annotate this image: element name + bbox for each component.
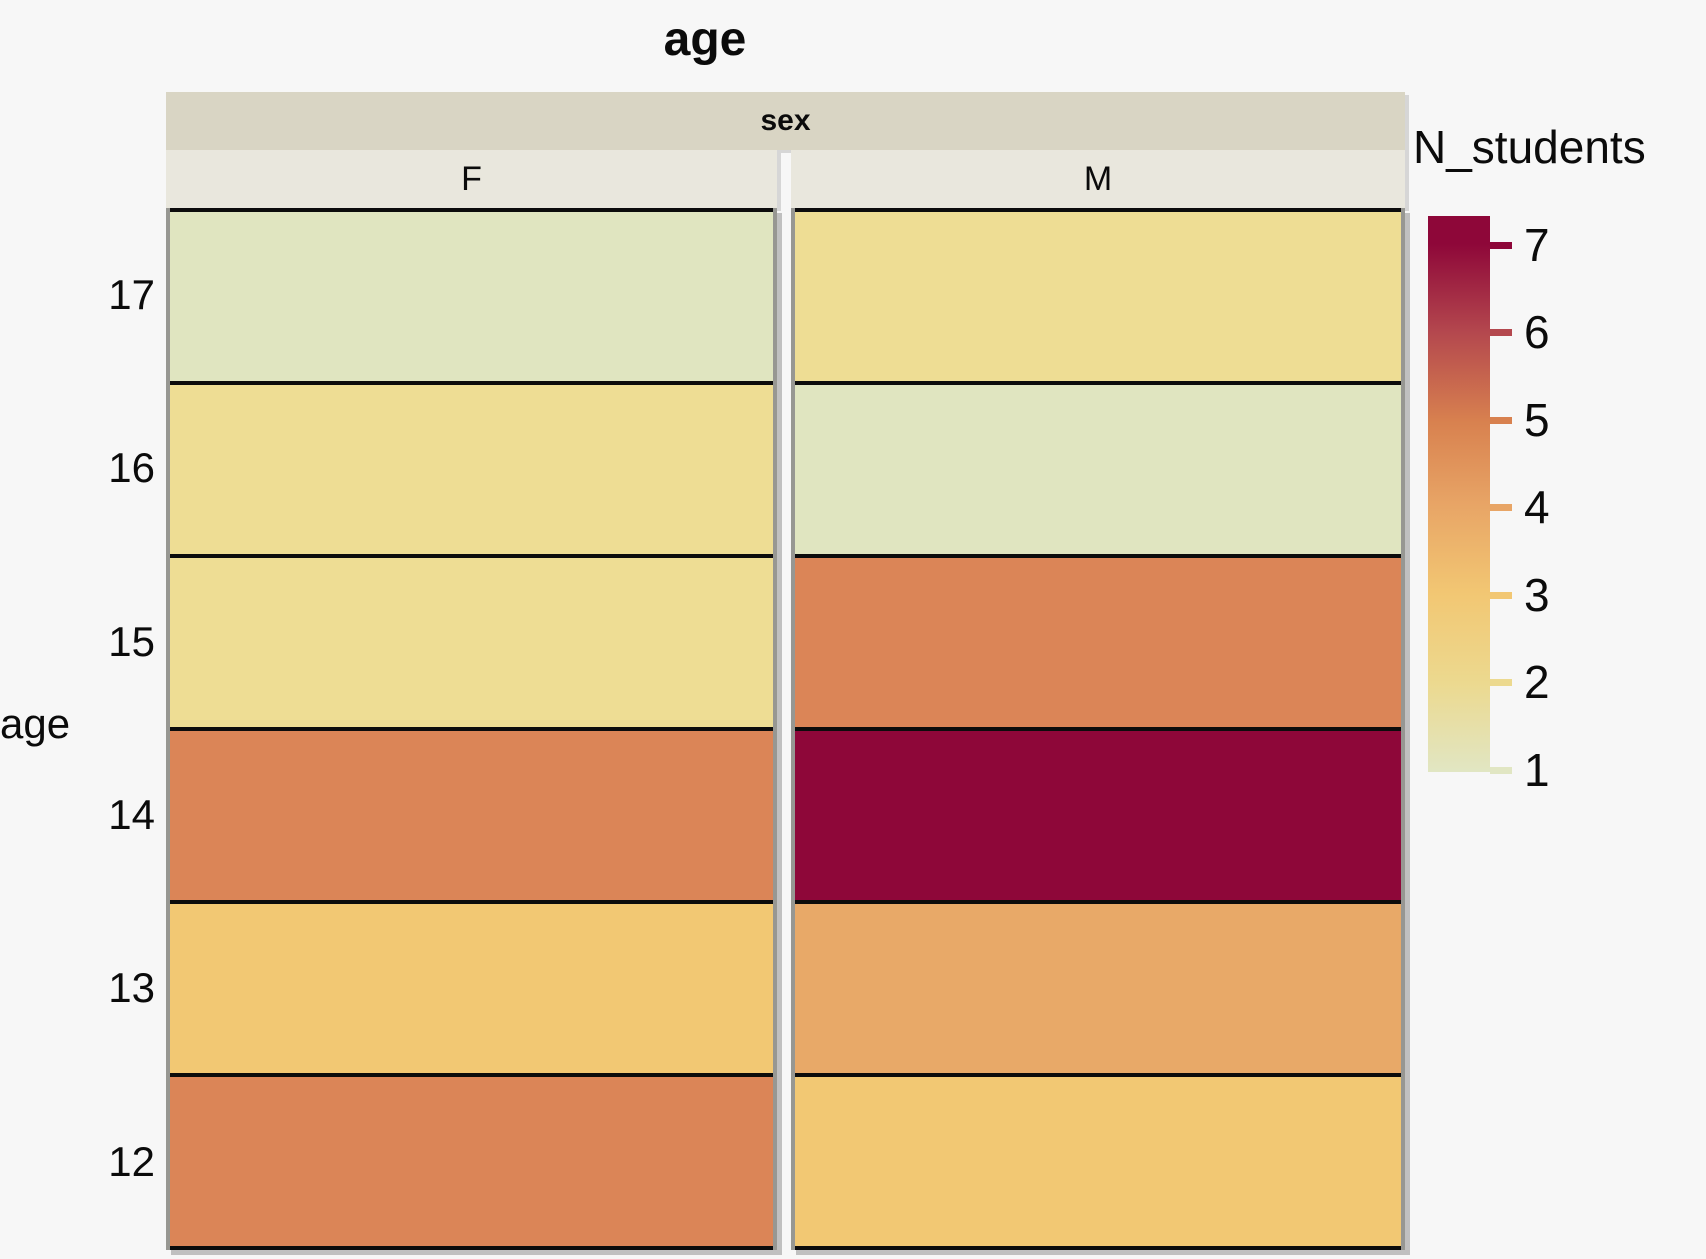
heatmap-cell-m-12	[795, 1073, 1401, 1250]
y-tick-label-17: 17	[108, 271, 155, 318]
legend-tick-mark-5	[1490, 417, 1512, 424]
legend-colorbar	[1428, 216, 1490, 772]
legend-tick-label-4: 4	[1524, 481, 1550, 533]
y-tick-label-14: 14	[108, 791, 155, 838]
heatmap-cell-m-14	[795, 727, 1401, 900]
heatmap-cell-m-17	[795, 208, 1401, 381]
legend-tick-mark-6	[1490, 329, 1512, 336]
y-tick-label-12: 12	[108, 1138, 155, 1185]
facet-strip-sex: sex	[166, 92, 1405, 150]
heatmap-panel-f	[166, 208, 777, 1250]
heatmap-cell-m-13	[795, 900, 1401, 1073]
legend-tick-label-5: 5	[1524, 394, 1550, 446]
heatmap-cell-f-13	[170, 900, 773, 1073]
legend-tick-label-7: 7	[1524, 219, 1550, 271]
legend-tick-label-6: 6	[1524, 306, 1550, 358]
heatmap-cell-m-15	[795, 554, 1401, 727]
y-tick-label-15: 15	[108, 618, 155, 665]
legend-tick-mark-4	[1490, 504, 1512, 511]
facet-strip-column-m: M	[791, 150, 1405, 208]
y-tick-label-13: 13	[108, 964, 155, 1011]
heatmap-cell-m-16	[795, 381, 1401, 554]
y-tick-label-16: 16	[108, 444, 155, 491]
legend-title: N_students	[1413, 121, 1646, 173]
facet-strip-label: sex	[760, 104, 811, 137]
legend-tick-label-3: 3	[1524, 569, 1550, 621]
heatmap-cell-f-17	[170, 208, 773, 381]
chart-title: age	[663, 13, 747, 66]
heatmap-cell-f-16	[170, 381, 773, 554]
facet-column-label-f: F	[461, 159, 482, 198]
facet-strip-column-f: F	[166, 150, 777, 208]
legend-tick-label-2: 2	[1524, 656, 1550, 708]
heatmap-cell-f-14	[170, 727, 773, 900]
legend-tick-mark-7	[1490, 242, 1512, 249]
legend-tick-mark-3	[1490, 592, 1512, 599]
legend-tick-label-1: 1	[1524, 744, 1550, 796]
legend-tick-mark-2	[1490, 679, 1512, 686]
heatmap-cell-f-15	[170, 554, 773, 727]
facet-column-label-m: M	[1083, 159, 1113, 198]
y-axis-title: age	[0, 700, 71, 747]
heatmap-cell-f-12	[170, 1073, 773, 1250]
legend-tick-mark-1	[1490, 767, 1512, 774]
heatmap-panel-m	[791, 208, 1405, 1250]
